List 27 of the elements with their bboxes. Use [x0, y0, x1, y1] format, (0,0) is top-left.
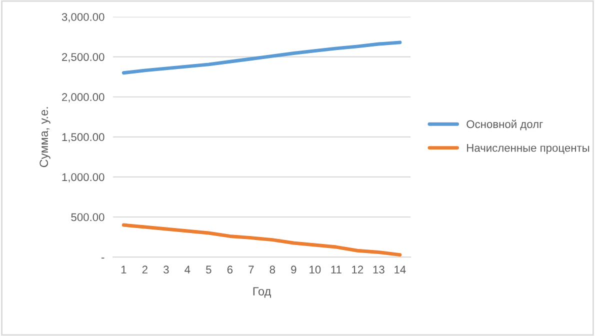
y-axis-title: Сумма, у.е. — [40, 107, 50, 168]
line-series — [122, 40, 402, 75]
x-tick-label: 3 — [164, 266, 169, 274]
x-tick-label: 11 — [331, 266, 342, 274]
y-tick-label: 1,000.00 — [62, 173, 104, 182]
legend-label: Основной долг — [466, 120, 543, 130]
y-tick-label: - — [102, 258, 104, 259]
x-tick-label: 13 — [373, 266, 384, 274]
x-tick-label: 10 — [310, 266, 321, 274]
x-tick-label: 5 — [206, 266, 212, 274]
x-tick-label: 9 — [291, 266, 296, 274]
y-tick-label: 2,000.00 — [62, 93, 104, 102]
y-tick-label: 3,000.00 — [62, 13, 104, 22]
y-tick-label: 1,500.00 — [62, 133, 104, 142]
x-axis-title: Год — [253, 287, 271, 298]
x-tick-label: 7 — [248, 266, 254, 274]
x-tick-label: 8 — [270, 266, 276, 274]
x-tick-label: 1 — [121, 266, 126, 274]
x-tick-label: 2 — [142, 266, 148, 274]
legend-label: Начисленные проценты — [467, 144, 590, 154]
y-tick-label: 500.00 — [71, 213, 104, 222]
line-series — [122, 223, 402, 257]
x-tick-label: 14 — [394, 266, 406, 274]
x-tick-label: 6 — [227, 266, 233, 274]
y-tick-label: 2,500.00 — [62, 53, 104, 62]
x-tick-label: 4 — [184, 266, 190, 274]
x-tick-label: 12 — [352, 266, 364, 274]
